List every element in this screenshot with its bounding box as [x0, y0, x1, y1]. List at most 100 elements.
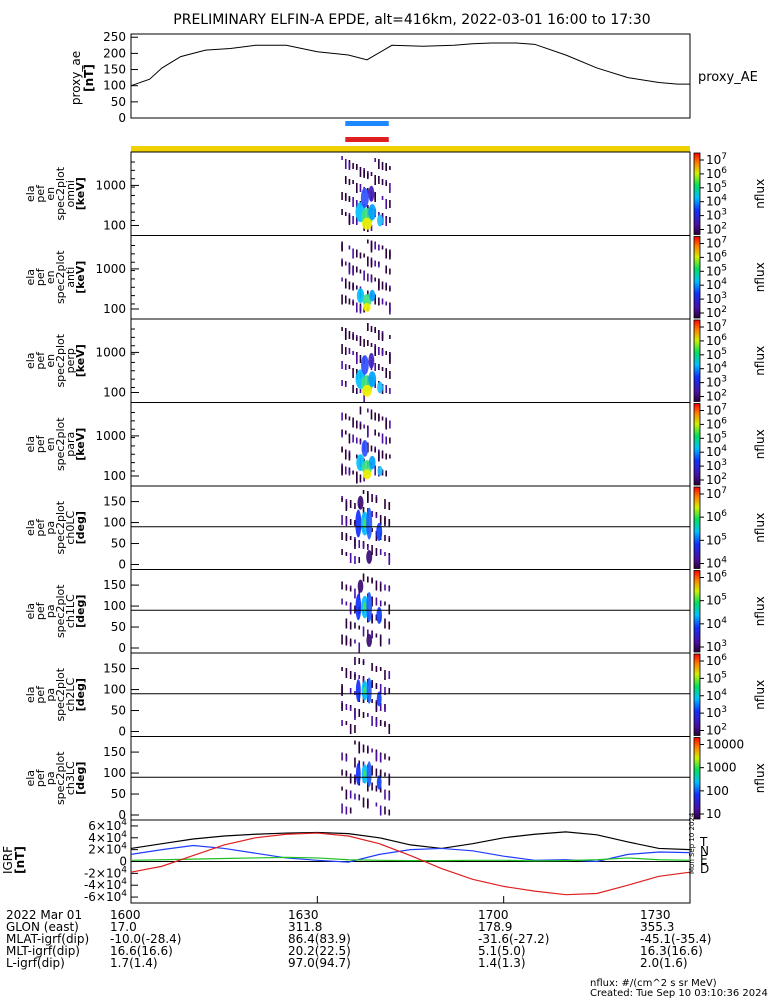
ae-ytick-label: 150 [103, 63, 126, 77]
speckle [341, 412, 343, 421]
speckle [341, 532, 343, 540]
speckle [359, 389, 362, 393]
cbar-tick-label: 103 [706, 639, 727, 654]
speckle [355, 285, 358, 290]
flux-spot [366, 592, 373, 623]
flux-spot [366, 549, 373, 564]
speckle [344, 176, 347, 184]
flux-spot [356, 288, 365, 304]
speckle [374, 412, 376, 421]
spectro-panel-1: 1000100elapefenspec2plotomni[keV]1071061… [24, 151, 767, 237]
footer-cell: 20.2(22.5) [288, 944, 351, 958]
speckle [388, 621, 391, 630]
flux-spot [357, 579, 364, 593]
speckle [381, 416, 384, 421]
speckle [352, 334, 354, 340]
speckle [384, 772, 386, 777]
speckle [345, 601, 348, 606]
speckle [362, 507, 365, 517]
speckle [378, 451, 380, 462]
speckle [359, 406, 362, 415]
footer-cell: 1630 [288, 908, 319, 922]
speckle [341, 581, 343, 590]
colorbar [694, 487, 700, 569]
speckle [349, 790, 352, 799]
speckle [354, 793, 356, 800]
speckle [349, 807, 352, 814]
speckle [379, 720, 382, 726]
speckle [349, 519, 352, 525]
speckle [341, 498, 343, 502]
speckle [381, 298, 384, 305]
speckle [352, 368, 354, 378]
speckle [344, 466, 347, 475]
igrf-ytick-label: 0 [119, 855, 127, 869]
speckle [355, 420, 358, 429]
speckle [370, 242, 373, 253]
speckle [371, 682, 373, 688]
speckle [345, 618, 348, 629]
speckle [389, 287, 391, 292]
zone-bar-blue [345, 121, 389, 126]
ytick-label: 0 [118, 808, 126, 822]
footer-cell: 1600 [110, 908, 141, 922]
cbar-label: nflux [753, 429, 767, 459]
cbar-tick-label: 105 [706, 670, 727, 685]
speckle [378, 159, 380, 169]
speckle [362, 543, 365, 549]
speckle [370, 409, 373, 420]
speckle [349, 671, 352, 679]
speckle [354, 776, 356, 785]
ytick-label: 150 [103, 745, 126, 759]
speckle [374, 241, 376, 250]
footer-note-units: nflux: #/(cm^2 s sr MeV) [590, 978, 717, 989]
speckle [354, 639, 356, 644]
speckle [388, 809, 391, 816]
panel-bg [131, 152, 690, 236]
speckle [363, 339, 365, 347]
speckle [341, 752, 343, 761]
footer-row-label: GLON (east) [6, 920, 79, 934]
spectro-ylabel: elapefenspec2plotomni[keV] [24, 166, 87, 220]
flux-spot [366, 761, 372, 787]
speckle [341, 769, 343, 776]
speckle [354, 522, 356, 526]
ytick-label: 150 [103, 495, 126, 509]
speckle [363, 424, 365, 429]
cbar-tick-label: 107 [706, 152, 727, 167]
cbar-tick-label: 107 [706, 403, 727, 418]
cbar-tick-label: 107 [706, 486, 727, 501]
speckle [358, 675, 361, 679]
speckle [352, 351, 354, 355]
speckle [384, 753, 386, 760]
flux-spot [361, 440, 369, 457]
speckle [381, 367, 384, 371]
speckle [355, 219, 358, 225]
speckle [371, 748, 373, 753]
speckle [345, 789, 348, 800]
flux-spot [355, 593, 362, 621]
speckle [384, 518, 386, 526]
speckle [371, 716, 373, 726]
footer-cell: 97.0(94.7) [288, 956, 351, 970]
speckle [359, 305, 362, 314]
speckle [341, 277, 343, 282]
speckle [352, 163, 354, 169]
speckle [348, 281, 351, 290]
speckle [344, 212, 347, 216]
cbar-tick-label: 102 [706, 305, 727, 320]
speckle [344, 449, 347, 460]
speckle [367, 713, 369, 717]
cbar-label: nflux [753, 179, 767, 209]
speckle [362, 573, 365, 582]
igrf-ytick-label: -2×104 [84, 865, 127, 880]
speckle [371, 494, 373, 502]
speckle [358, 540, 361, 548]
speckle [388, 521, 391, 527]
speckle [345, 584, 348, 591]
speckle [379, 684, 382, 694]
speckle [344, 383, 347, 387]
spectro-panel-8: 150 100 50 0 elapefpaspec2plotch3LC[deg] 1000… [24, 736, 767, 822]
speckle [341, 209, 343, 215]
speckle [352, 197, 354, 207]
